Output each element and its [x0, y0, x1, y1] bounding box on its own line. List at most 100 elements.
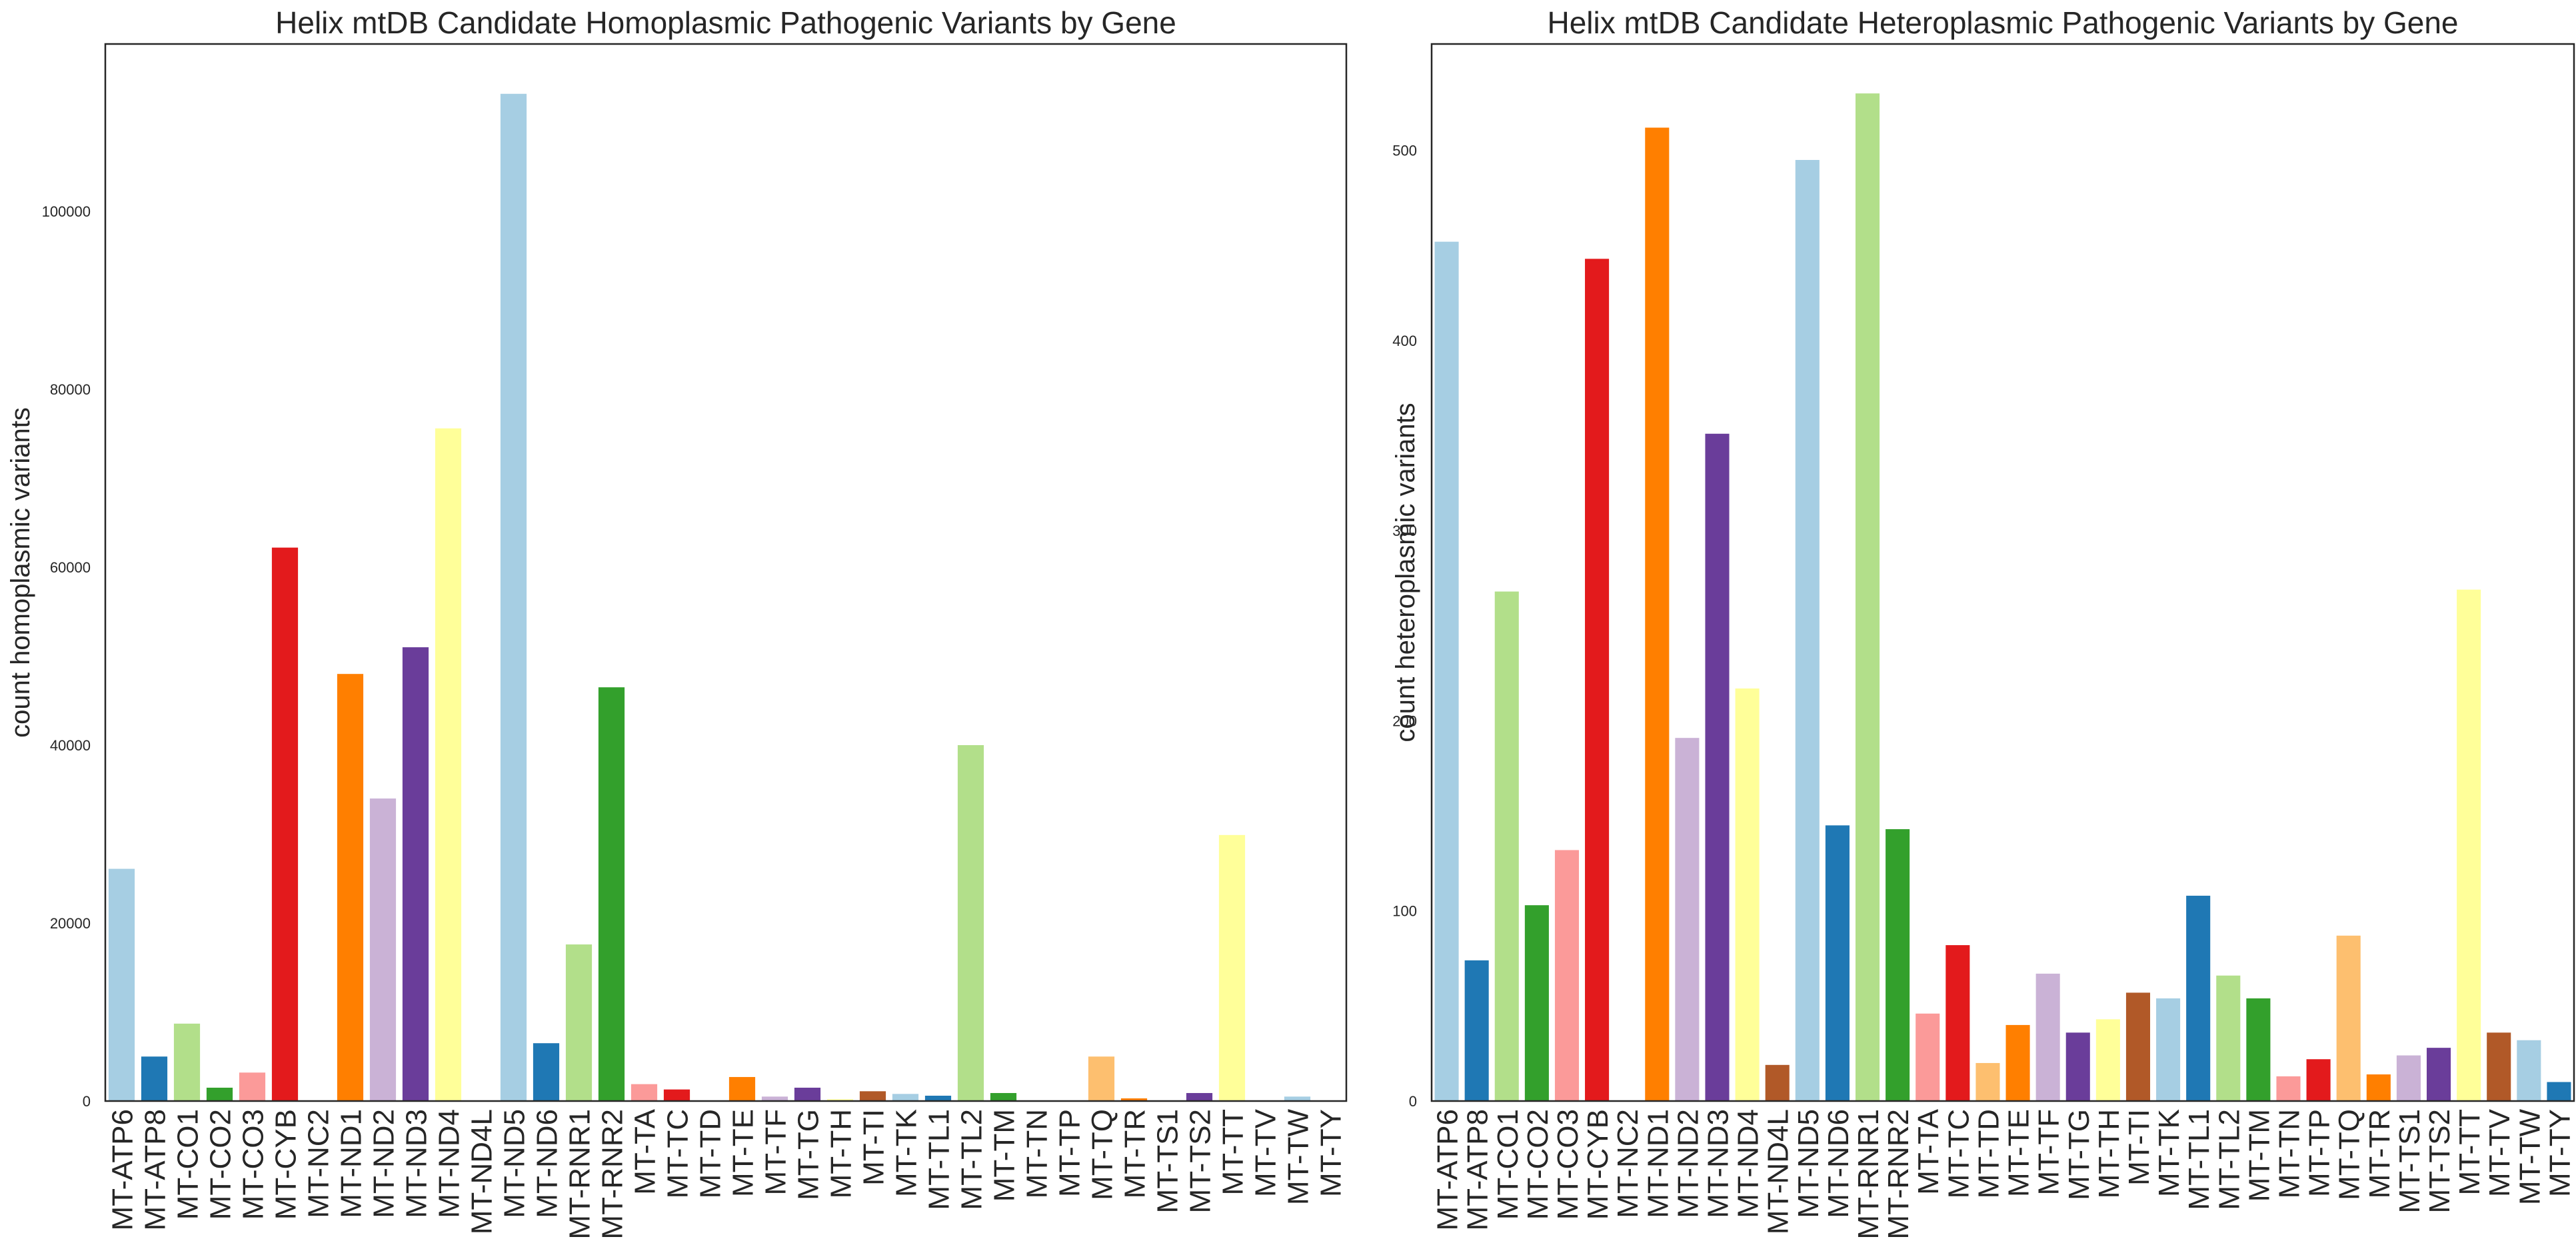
- heteroplasmic-x-tick-label: MT-TF: [2033, 1109, 2065, 1196]
- homoplasmic-bar-mt-ta: [631, 1084, 658, 1101]
- homoplasmic-bar-mt-nd3: [402, 647, 429, 1101]
- heteroplasmic-x-tick-label: MT-RNR1: [1852, 1109, 1885, 1240]
- heteroplasmic-x-tick-label: MT-TC: [1942, 1109, 1975, 1198]
- homoplasmic-x-tick-label: MT-ND6: [531, 1109, 564, 1218]
- heteroplasmic-x-tick-label: MT-ND6: [1822, 1109, 1855, 1218]
- heteroplasmic-bar-mt-nd2: [1675, 738, 1700, 1101]
- heteroplasmic-bar-mt-rnr2: [1886, 829, 1910, 1101]
- heteroplasmic-x-tick-label: MT-TQ: [2333, 1109, 2366, 1200]
- heteroplasmic-x-tick-label: MT-CYB: [1582, 1109, 1614, 1220]
- homoplasmic-x-tick-label: MT-TW: [1282, 1109, 1315, 1206]
- homoplasmic-x-tick-label: MT-CO3: [237, 1109, 270, 1220]
- heteroplasmic-bar-mt-tl1: [2186, 895, 2211, 1101]
- heteroplasmic-x-tick-label: MT-CO1: [1492, 1109, 1524, 1220]
- homoplasmic-x-tick-label: MT-ND4: [433, 1109, 466, 1218]
- homoplasmic-bar-mt-cyb: [271, 547, 299, 1101]
- heteroplasmic-bar-mt-co2: [1524, 905, 1549, 1101]
- homoplasmic-y-tick-label: 100000: [42, 203, 91, 220]
- heteroplasmic-x-tick-label: MT-CO3: [1552, 1109, 1584, 1220]
- heteroplasmic-x-tick-label: MT-TY: [2543, 1109, 2576, 1197]
- homoplasmic-bar-mt-tk: [892, 1094, 919, 1101]
- homoplasmic-bar-mt-tf: [761, 1096, 788, 1101]
- homoplasmic-chart-title: Helix mtDB Candidate Homoplasmic Pathoge…: [275, 5, 1176, 40]
- heteroplasmic-x-tick-label: MT-TK: [2153, 1109, 2185, 1197]
- heteroplasmic-x-tick-label: MT-TL1: [2183, 1109, 2215, 1210]
- homoplasmic-bar-mt-nd5: [500, 93, 527, 1101]
- heteroplasmic-x-tick-label: MT-CO2: [1522, 1109, 1554, 1220]
- heteroplasmic-bar-mt-tv: [2487, 1032, 2511, 1101]
- heteroplasmic-bar-mt-nd4: [1735, 688, 1760, 1101]
- heteroplasmic-chart-title: Helix mtDB Candidate Heteroplasmic Patho…: [1547, 5, 2458, 40]
- heteroplasmic-y-tick-label: 300: [1392, 523, 1417, 539]
- heteroplasmic-x-tick-label: MT-TW: [2513, 1109, 2546, 1206]
- homoplasmic-x-tick-label: MT-ND5: [499, 1109, 531, 1218]
- heteroplasmic-bar-mt-tw: [2517, 1040, 2541, 1101]
- heteroplasmic-plot-frame: [1430, 43, 2575, 1102]
- homoplasmic-y-tick-label: 40000: [50, 737, 91, 754]
- heteroplasmic-bar-mt-tl2: [2216, 975, 2241, 1101]
- homoplasmic-x-tick-label: MT-TL1: [923, 1109, 956, 1210]
- heteroplasmic-x-tick-label: MT-TE: [2003, 1109, 2035, 1197]
- homoplasmic-chart: Helix mtDB Candidate Homoplasmic Pathoge…: [6, 5, 1348, 1240]
- heteroplasmic-x-tick-label: MT-TT: [2453, 1109, 2486, 1196]
- homoplasmic-bar-mt-th: [826, 1099, 854, 1101]
- homoplasmic-bar-mt-tg: [794, 1087, 821, 1101]
- homoplasmic-x-tick-label: MT-TL2: [956, 1109, 988, 1210]
- heteroplasmic-x-tick-label: MT-ND4: [1732, 1109, 1765, 1218]
- homoplasmic-x-tick-label: MT-TK: [890, 1109, 923, 1197]
- homoplasmic-x-tick-label: MT-TY: [1315, 1109, 1348, 1197]
- heteroplasmic-x-tick-label: MT-TR: [2363, 1109, 2396, 1198]
- heteroplasmic-bar-mt-ty: [2547, 1082, 2571, 1101]
- homoplasmic-x-tick-label: MT-CO1: [172, 1109, 205, 1220]
- heteroplasmic-bar-mt-atp8: [1464, 960, 1489, 1101]
- homoplasmic-bar-mt-tm: [990, 1092, 1017, 1101]
- heteroplasmic-y-tick-label: 500: [1392, 143, 1417, 159]
- heteroplasmic-bar-mt-rnr1: [1855, 93, 1880, 1101]
- heteroplasmic-x-tick-label: MT-ND3: [1702, 1109, 1735, 1218]
- homoplasmic-x-tick-label: MT-ND1: [335, 1109, 368, 1218]
- homoplasmic-bar-mt-nd6: [533, 1043, 560, 1101]
- homoplasmic-x-tick-label: MT-ATP6: [107, 1109, 139, 1231]
- homoplasmic-x-tick-label: MT-TQ: [1086, 1109, 1119, 1200]
- homoplasmic-bar-mt-rnr2: [598, 687, 625, 1101]
- homoplasmic-x-tick-label: MT-TV: [1250, 1108, 1282, 1197]
- homoplasmic-x-tick-label: MT-TM: [988, 1109, 1021, 1202]
- homoplasmic-bar-mt-te: [728, 1076, 756, 1101]
- heteroplasmic-bar-mt-nd1: [1645, 127, 1670, 1101]
- heteroplasmic-y-tick-label: 100: [1392, 903, 1417, 920]
- heteroplasmic-x-tick-label: MT-TN: [2273, 1109, 2306, 1198]
- homoplasmic-bar-mt-co3: [239, 1072, 266, 1101]
- heteroplasmic-y-tick-label: 200: [1392, 712, 1417, 729]
- heteroplasmic-bar-mt-th: [2095, 1019, 2120, 1101]
- heteroplasmic-x-tick-label: MT-TD: [1972, 1109, 2005, 1198]
- homoplasmic-bar-mt-atp8: [141, 1056, 168, 1101]
- heteroplasmic-bar-mt-tr: [2366, 1074, 2391, 1101]
- homoplasmic-x-tick-label: MT-TI: [858, 1109, 890, 1186]
- heteroplasmic-bar-mt-ti: [2125, 992, 2151, 1101]
- homoplasmic-x-tick-label: MT-TN: [1021, 1109, 1054, 1198]
- heteroplasmic-bar-mt-tm: [2246, 998, 2271, 1101]
- heteroplasmic-bar-mt-tp: [2306, 1059, 2331, 1101]
- heteroplasmic-bar-mt-nd5: [1795, 160, 1820, 1101]
- homoplasmic-x-tick-label: MT-TT: [1217, 1109, 1250, 1196]
- homoplasmic-bar-mt-ts2: [1186, 1092, 1213, 1101]
- homoplasmic-x-tick-label: MT-ND4L: [466, 1109, 499, 1234]
- homoplasmic-x-tick-label: MT-TS2: [1184, 1109, 1217, 1213]
- heteroplasmic-y-axis-label: count heteroplasmic variants: [1391, 403, 1420, 742]
- homoplasmic-bar-mt-nd1: [337, 674, 364, 1101]
- heteroplasmic-x-tick-label: MT-TS1: [2393, 1109, 2426, 1213]
- heteroplasmic-bar-mt-cyb: [1585, 259, 1610, 1102]
- heteroplasmic-bar-mt-nd6: [1825, 825, 1850, 1101]
- homoplasmic-x-tick-label: MT-ATP8: [139, 1109, 172, 1231]
- homoplasmic-x-tick-label: MT-NC2: [303, 1109, 335, 1218]
- homoplasmic-x-tick-label: MT-TR: [1119, 1109, 1152, 1198]
- homoplasmic-y-tick-label: 20000: [50, 915, 91, 932]
- homoplasmic-x-tick-label: MT-ND3: [401, 1109, 433, 1218]
- homoplasmic-y-axis-label: count homoplasmic variants: [6, 407, 35, 738]
- homoplasmic-x-tick-label: MT-TS1: [1152, 1109, 1184, 1213]
- homoplasmic-plot-frame: [104, 43, 1348, 1102]
- homoplasmic-x-tick-label: MT-TC: [662, 1109, 694, 1198]
- homoplasmic-bar-mt-rnr1: [565, 944, 593, 1101]
